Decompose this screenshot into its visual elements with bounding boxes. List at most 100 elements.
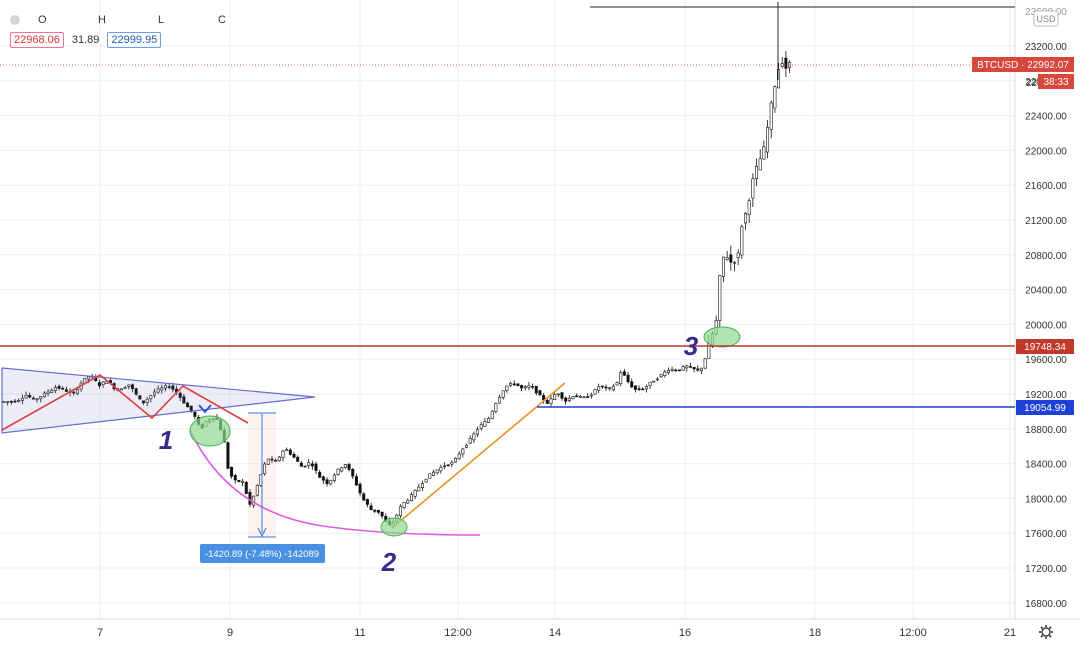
candle-body — [608, 387, 612, 390]
candle-body — [369, 505, 373, 511]
candle-body — [409, 494, 413, 501]
candle-body — [630, 381, 634, 388]
x-tick-label: 21 — [1004, 627, 1016, 639]
candle-body — [61, 387, 65, 390]
ask-price[interactable]: 22999.95 — [107, 32, 162, 48]
candle-body — [666, 370, 670, 374]
y-tick-label: 23200.00 — [1025, 42, 1067, 53]
candle-body — [321, 476, 325, 481]
candle-body — [226, 442, 230, 469]
highlight-2[interactable] — [380, 517, 408, 537]
bid-price[interactable]: 22968.06 — [10, 32, 64, 48]
candle-body — [553, 394, 557, 400]
candle-body — [487, 418, 491, 423]
legend-high-key: H — [98, 14, 106, 26]
candle-body — [674, 369, 678, 372]
candle-body — [72, 391, 76, 394]
candle-body — [101, 381, 105, 385]
candle-body — [611, 385, 615, 391]
candle-body — [343, 464, 347, 468]
candle-body — [468, 438, 472, 444]
candle-body — [6, 401, 10, 403]
candle-body — [270, 458, 274, 461]
candle-body — [340, 467, 344, 472]
candle-body — [527, 385, 531, 388]
candle-body — [688, 366, 692, 368]
candle-body — [39, 396, 43, 400]
candle-body — [439, 467, 443, 472]
y-tick-label: 20400.00 — [1025, 286, 1067, 297]
triangle-pattern[interactable] — [1, 367, 316, 434]
candle-body — [520, 385, 524, 389]
y-tick-label: 18800.00 — [1025, 425, 1067, 436]
ohlc-legend: O H L C 22968.06 31.89 22999.95 — [10, 10, 274, 50]
candle-body — [626, 374, 630, 383]
candle-body — [762, 146, 766, 160]
candle-body — [24, 394, 28, 399]
annotation-1: 1 — [159, 425, 173, 455]
candle-body — [454, 457, 458, 463]
candle-body — [505, 385, 509, 391]
candle-body — [622, 371, 626, 376]
orange-trendline[interactable] — [391, 382, 566, 529]
candle-body — [571, 396, 575, 400]
candle-body — [498, 396, 502, 404]
candle-body — [703, 358, 707, 369]
candle-body — [97, 382, 101, 387]
price-tag-label: BTCUSD · 22992.07 — [977, 60, 1069, 71]
candle-body — [443, 465, 447, 468]
candle-body — [465, 444, 469, 448]
candle-body — [633, 385, 637, 390]
highlight-3[interactable] — [703, 326, 741, 348]
candle-body — [729, 254, 733, 263]
candle-body — [167, 386, 171, 388]
candle-body — [417, 486, 421, 492]
candle-body — [255, 485, 259, 496]
candle-body — [141, 400, 145, 404]
candle-body — [758, 158, 762, 171]
candle-body — [446, 464, 450, 467]
candle-body — [46, 391, 50, 395]
candle-body — [659, 374, 663, 378]
candle-body — [545, 400, 549, 404]
x-tick-label: 7 — [97, 627, 103, 639]
symbol-dot-icon — [10, 15, 20, 25]
candle-body — [648, 381, 652, 386]
pink-curve[interactable] — [189, 429, 481, 536]
gear-icon[interactable] — [1039, 625, 1053, 639]
candle-body — [556, 393, 560, 396]
time-axis: 7 9 11 12:00 14 16 18 12:00 21 — [0, 618, 1080, 639]
candle-body — [755, 165, 759, 179]
candle-body — [310, 463, 314, 467]
measure-label: -1420.89 (-7.48%) -142089 — [205, 549, 319, 560]
resistance-tag — [1016, 339, 1074, 354]
candle-body — [57, 385, 61, 389]
candle-body — [424, 478, 428, 483]
candle-body — [413, 489, 417, 497]
legend-low-key: L — [158, 14, 165, 26]
x-tick-label: 18 — [809, 627, 821, 639]
candle-body — [681, 366, 685, 371]
candle-body — [237, 480, 241, 483]
candle-body — [119, 388, 123, 391]
candle-body — [35, 398, 39, 401]
candle-body — [263, 463, 267, 475]
candle-body — [718, 275, 722, 321]
price-tag-name — [972, 57, 1074, 72]
y-tick-label: 18400.00 — [1025, 460, 1067, 471]
candle-body — [685, 365, 689, 369]
candle-body — [740, 226, 744, 256]
candle-body — [531, 386, 535, 388]
candle-body — [266, 458, 270, 465]
candle-body — [314, 463, 318, 471]
measure-label-box — [200, 544, 325, 563]
candle-body — [336, 468, 340, 475]
currency-badge[interactable] — [1033, 10, 1059, 27]
highlight-1[interactable] — [189, 415, 231, 447]
candle-body — [123, 387, 127, 389]
zigzag-trendline[interactable] — [1, 374, 249, 431]
y-tick-label: 17600.00 — [1025, 529, 1067, 540]
drawings — [1, 326, 741, 538]
countdown-label: 38:33 — [1043, 77, 1068, 88]
